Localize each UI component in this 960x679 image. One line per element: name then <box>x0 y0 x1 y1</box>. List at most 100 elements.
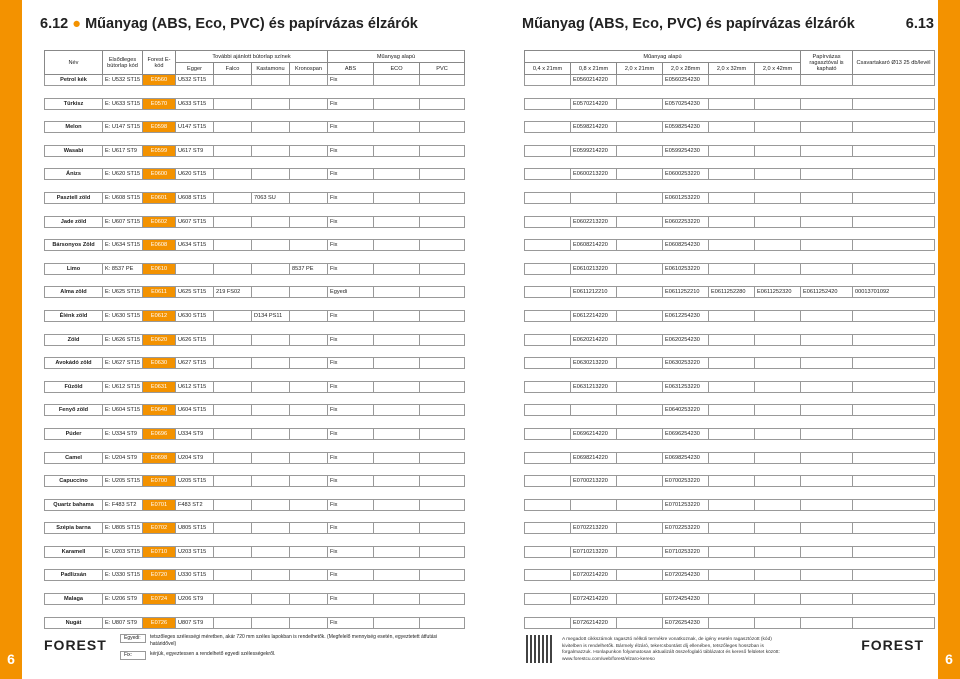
table-cell <box>708 404 755 417</box>
row-spacer <box>525 369 935 382</box>
table-cell-abs: Fix <box>327 97 374 110</box>
table-cell: E0700213220 <box>570 475 617 488</box>
table-cell: E0630213220 <box>570 357 617 370</box>
table-cell-name: Pasztell zöld <box>44 191 103 204</box>
table-cell-eco <box>373 569 420 582</box>
table-row: Karamell E: U203 ST15 E0710 U203 ST15 Fix <box>44 545 466 558</box>
page-title-left: 6.12 ● Műanyag (ABS, Eco, PVC) és papírv… <box>40 16 418 32</box>
table-row: Türkisz E: U633 ST15 E0570 U633 ST15 Fix <box>44 97 466 110</box>
table-row: Melon E: U147 ST15 E0598 U147 ST15 Fix <box>44 121 466 134</box>
table-cell <box>753 616 802 629</box>
table-cell-ecode: E0608 <box>142 239 176 252</box>
table-cell <box>800 333 854 346</box>
table-row: Fűzöld E: U612 ST15 E0631 U612 ST15 Fix <box>44 380 466 393</box>
table-cell <box>852 380 936 393</box>
page-number-left: 6.12 <box>40 16 69 32</box>
legend-text-egyedi: tetszőleges szélességi méretben, akár 72… <box>150 634 438 647</box>
table-cell: E0720214220 <box>570 569 617 582</box>
table-cell-primary: E: U206 ST9 <box>102 593 143 606</box>
row-spacer <box>525 203 935 216</box>
table-cell <box>616 168 663 181</box>
row-spacer <box>45 439 465 452</box>
table-cell <box>800 97 854 110</box>
table-cell-name: Malaga <box>44 593 103 606</box>
table-cell-pvc <box>418 569 466 582</box>
table-cell <box>800 475 854 488</box>
row-spacer <box>525 581 935 594</box>
table-cell <box>708 144 755 157</box>
table-cell-primary: E: U805 ST15 <box>102 522 143 535</box>
table-cell <box>524 239 571 252</box>
row-spacer <box>45 487 465 500</box>
table-cell <box>570 498 617 511</box>
table-cell-ecode: E0631 <box>142 380 176 393</box>
table-cell <box>800 168 854 181</box>
logo-text-left: FOREST <box>44 637 107 653</box>
col-elodleges: Elsődleges bútorlap kód <box>102 50 143 75</box>
table-row: Szépia barna E: U805 ST15 E0702 U805 ST15 Fi… <box>44 522 466 535</box>
table-cell-name: Karamell <box>44 545 103 558</box>
table-cell <box>753 168 802 181</box>
table-cell <box>524 545 571 558</box>
table-row: E0701253220 <box>524 498 936 511</box>
table-cell <box>524 97 571 110</box>
row-spacer-cell <box>45 156 465 169</box>
table-cell: E0602213220 <box>570 215 617 228</box>
table-cell-krono <box>289 357 328 370</box>
table-cell-pvc <box>418 309 466 322</box>
table-cell <box>708 522 755 535</box>
col-kastamonu: Kastamonu <box>251 62 290 75</box>
table-cell <box>852 522 936 535</box>
row-spacer-cell <box>45 369 465 382</box>
table-cell <box>616 616 663 629</box>
row-spacer-cell <box>525 227 935 240</box>
row-spacer <box>45 156 465 169</box>
table-cell-egger: U532 ST15 <box>175 74 214 86</box>
table-row: Bársonyos Zöld E: U634 ST15 E0608 U634 ST15… <box>44 239 466 252</box>
table-cell-eco <box>373 475 420 488</box>
table-cell <box>708 593 755 606</box>
table-cell-pvc <box>418 215 466 228</box>
table-cell-falco <box>213 144 252 157</box>
table-cell-ecode: E0620 <box>142 333 176 346</box>
table-cell <box>524 74 571 86</box>
table-cell: E0608214220 <box>570 239 617 252</box>
row-spacer-cell <box>525 321 935 334</box>
legend-row-egyedi: Egyedi: tetszőleges szélességi méretben,… <box>120 634 460 648</box>
table-cell: E0631253220 <box>662 380 709 393</box>
table-cell-abs: Fix <box>327 404 374 417</box>
table-cell-kasta <box>251 286 290 299</box>
table-row: Alma zöld E: U625 ST15 E0611 U625 ST15 219 F… <box>44 286 466 299</box>
table-cell-egger: U204 ST9 <box>175 451 214 464</box>
col-eco: ECO <box>373 62 420 75</box>
table-row: E0598214220 E0598254230 <box>524 121 936 134</box>
table-cell-name: Türkisz <box>44 97 103 110</box>
table-cell-pvc <box>418 121 466 134</box>
table-cell <box>616 286 663 299</box>
legend-text-fix: kérjük, egyeztessen a rendelhető egyedi … <box>150 651 276 657</box>
table-cell-abs: Fix <box>327 451 374 464</box>
table-cell-name: Camel <box>44 451 103 464</box>
table-cell: E0724214220 <box>570 593 617 606</box>
row-spacer <box>525 109 935 122</box>
table-cell-falco <box>213 451 252 464</box>
table-cell: E0600253220 <box>662 168 709 181</box>
table-cell-abs: Fix <box>327 215 374 228</box>
table-cell <box>524 593 571 606</box>
table-cell <box>616 309 663 322</box>
table-cell <box>524 569 571 582</box>
table-cell <box>708 475 755 488</box>
table-cell <box>616 262 663 275</box>
table-cell-primary: E: U204 ST9 <box>102 451 143 464</box>
table-cell-name: Nugát <box>44 616 103 629</box>
row-spacer <box>45 557 465 570</box>
table-cell-krono <box>289 191 328 204</box>
table-cell <box>852 593 936 606</box>
table-cell <box>616 404 663 417</box>
table-cell-ecode: E0724 <box>142 593 176 606</box>
table-cell-eco <box>373 191 420 204</box>
table-cell-eco <box>373 333 420 346</box>
table-cell-kasta <box>251 616 290 629</box>
col-size: 2,0 x 42mm <box>753 62 802 75</box>
left-orange-edge: 6 <box>0 0 22 679</box>
